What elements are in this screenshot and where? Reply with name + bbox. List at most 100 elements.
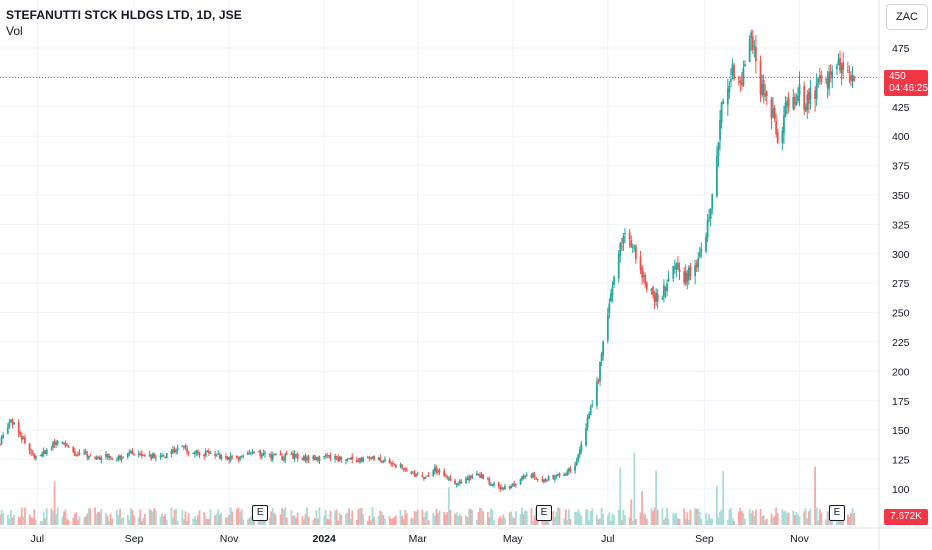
volume-bar: [533, 515, 536, 525]
volume-bar: [744, 518, 746, 525]
candle-body: [837, 59, 840, 66]
volume-bar: [580, 515, 583, 525]
volume-bar: [491, 509, 494, 525]
candle-body: [543, 479, 545, 483]
volume-bar: [490, 508, 492, 525]
volume-bar: [371, 507, 374, 525]
candle-body: [94, 457, 96, 459]
candle-body: [427, 475, 430, 477]
candle-body: [433, 467, 436, 471]
candle-body: [759, 60, 762, 95]
candle-body: [806, 94, 809, 110]
candle-body: [405, 469, 408, 472]
candle-body: [324, 454, 327, 457]
volume-bar: [217, 509, 220, 525]
candle-body: [706, 219, 709, 238]
candle-body: [644, 274, 647, 285]
volume-bar: [119, 508, 121, 525]
volume-bar: [500, 518, 503, 525]
volume-bar: [740, 511, 743, 525]
volume-bar: [98, 512, 101, 525]
candle-body: [705, 236, 707, 252]
volume-bar: [716, 486, 718, 525]
volume-bar: [270, 511, 273, 525]
candle-body: [31, 452, 34, 454]
candle-body: [432, 470, 435, 476]
volume-bar: [391, 518, 394, 525]
candle-body: [491, 484, 494, 486]
earnings-marker[interactable]: E: [828, 505, 845, 521]
candle-body: [497, 482, 500, 487]
volume-legend-label[interactable]: Vol: [6, 24, 23, 38]
candle-body: [798, 84, 801, 95]
last-price-value: 450: [889, 71, 906, 82]
candle-body: [379, 457, 382, 461]
volume-bar: [20, 507, 23, 525]
volume-bar: [446, 512, 449, 525]
volume-bar: [55, 513, 58, 525]
volume-bar: [443, 511, 446, 525]
volume-bar: [708, 513, 711, 525]
candle-body: [563, 474, 566, 476]
volume-bar: [89, 508, 92, 525]
volume-bar: [115, 509, 118, 525]
candle-body: [239, 456, 241, 460]
time-axis[interactable]: Jul Sep Nov 2024 Mar May Jul Sep Nov: [31, 533, 810, 545]
candle-body: [620, 246, 623, 248]
candle-body: [270, 454, 273, 459]
volume-bar: [694, 508, 696, 525]
currency-button[interactable]: ZAC: [886, 4, 928, 30]
candle-body: [519, 478, 522, 485]
volume-bar: [449, 509, 452, 525]
volume-bar: [346, 512, 349, 525]
volume-bar: [458, 514, 461, 525]
candle-body: [97, 456, 100, 458]
volume-bar: [0, 510, 3, 525]
volume-bar: [17, 516, 20, 525]
volume-bar: [502, 514, 505, 525]
candle-body: [273, 454, 276, 456]
earnings-marker[interactable]: E: [252, 505, 269, 521]
candle-body: [739, 80, 742, 84]
volume-bar: [739, 507, 742, 525]
volume-bar: [170, 507, 173, 525]
candle-body: [499, 486, 502, 490]
candle-body: [73, 451, 76, 456]
volume-bar: [154, 510, 157, 525]
candle-body: [599, 361, 601, 382]
volume-bar: [661, 508, 664, 525]
candle-body: [619, 243, 622, 256]
candle-body: [574, 465, 576, 471]
volume-bar: [30, 517, 33, 525]
candle-body: [318, 457, 321, 462]
candle-body: [530, 474, 533, 478]
volume-bar: [776, 513, 779, 525]
candle-body: [296, 454, 299, 460]
candle-body: [737, 76, 740, 79]
candle-body: [281, 456, 283, 460]
volume-bar: [172, 517, 174, 525]
volume-bar: [248, 517, 251, 525]
candle-body: [786, 101, 788, 106]
candle-body: [206, 450, 209, 452]
volume-bar: [689, 509, 692, 525]
candle-body: [591, 404, 594, 407]
volume-bar: [351, 510, 354, 525]
candle-body: [719, 120, 721, 141]
candle-body: [183, 446, 185, 448]
earnings-marker[interactable]: E: [535, 505, 552, 521]
candle-body: [410, 471, 413, 474]
volume-bar: [748, 508, 751, 525]
volume-bar: [569, 519, 572, 525]
symbol-title[interactable]: STEFANUTTI STCK HLDGS LTD, 1D, JSE: [6, 8, 242, 22]
candle-body: [371, 456, 374, 459]
volume-bar: [384, 518, 386, 525]
candle-body: [544, 479, 547, 482]
candle-body: [13, 422, 15, 425]
volume-bar: [349, 518, 352, 525]
candle-body: [708, 217, 711, 219]
volume-bar: [437, 513, 439, 525]
volume-bar: [296, 512, 299, 525]
